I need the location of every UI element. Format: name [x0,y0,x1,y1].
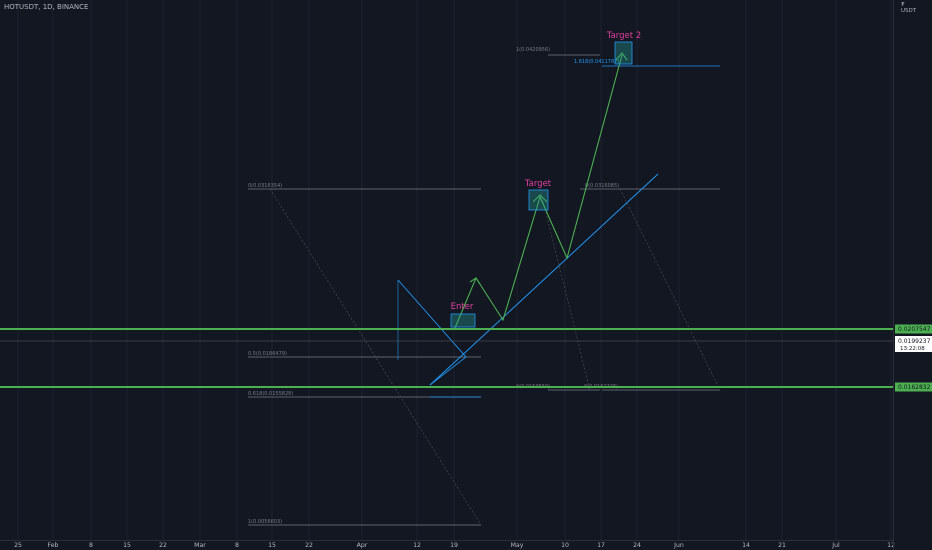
fib-level-label: 0(0.0316085) [585,183,619,189]
target-label: Target [524,179,552,189]
price-badge [895,382,932,392]
arrow-head [615,52,628,61]
price-badge-label: 0.0162832 [898,384,931,391]
fib-level-label: 1(0.0056603) [248,519,282,525]
time-axis[interactable]: 25 Feb 8 15 22 Mar 8 15 22 Apr 12 19 May 10 17 24 Jun 14 2… [14,542,895,549]
time-tick: 12 [413,542,421,549]
time-tick: 17 [597,542,605,549]
enter-zone-box [450,313,476,328]
price-badge [895,324,932,334]
time-tick: 21 [778,542,786,549]
arrow-head [532,194,548,203]
fib-level-label: 0(0.0316354) [248,183,282,189]
currency-symbol: ₮ [901,2,905,8]
time-tick: 15 [268,542,276,549]
time-tick: Jul [831,542,840,549]
time-tick: 19 [450,542,458,549]
arrow-head [469,277,481,285]
time-tick: Feb [48,542,59,549]
last-price-label: 0.0199237 [898,338,931,345]
time-tick: Jun [673,542,684,549]
support-levels [0,328,893,388]
last-price-badge [895,336,932,352]
time-tick: 22 [159,542,167,549]
target2-label: Target 2 [606,31,641,41]
time-tick: 12 [887,542,895,549]
time-tick: Apr [357,542,368,549]
enter-label: Enter [451,302,474,312]
price-axis-divider [893,0,894,550]
trend-drawings [397,41,659,386]
countdown-label: 13:22:08 [900,346,925,352]
currency-label[interactable]: ₮ USDT [901,2,916,14]
price-badge-label: 0.0207547 [898,326,931,333]
price-axis[interactable]: 0.04400000.04200000.04000000.03800000.03… [895,0,932,392]
time-tick: 15 [123,542,131,549]
fibonacci-retracement: 0(0.0316354) 0.5(0.0186479) 0.618(0.015582… [248,47,721,526]
time-tick: 8 [235,542,239,549]
fib-level-label: 0.5(0.0186479) [248,351,287,357]
ascending-trendline [429,173,659,386]
time-tick: 22 [305,542,313,549]
time-tick: 14 [742,542,750,549]
annotation-labels: Enter Target Target 2 [451,31,642,312]
triangle-pattern [397,279,467,386]
target-zone-box [528,189,549,211]
projection-path [454,54,623,329]
time-tick: 8 [89,542,93,549]
time-axis-divider [0,540,893,541]
time-tick: 24 [633,542,641,549]
symbol-title: HOTUSDT, 1D, BINANCE [4,3,89,11]
time-tick: 25 [14,542,22,549]
fib-diagonal [539,188,591,391]
target2-zone-box [614,41,633,65]
fib-diagonal [619,188,721,391]
fib-level-label: 1(0.0420956) [516,47,550,53]
fib-level-label: 0.618(0.0155828) [248,391,293,397]
currency-code: USDT [901,8,917,14]
fib-level-label: 1.618(0.0411787) [574,59,619,65]
time-tick: May [511,542,524,549]
time-tick: Mar [194,542,206,549]
grid [17,0,892,540]
time-tick: 10 [561,542,569,549]
